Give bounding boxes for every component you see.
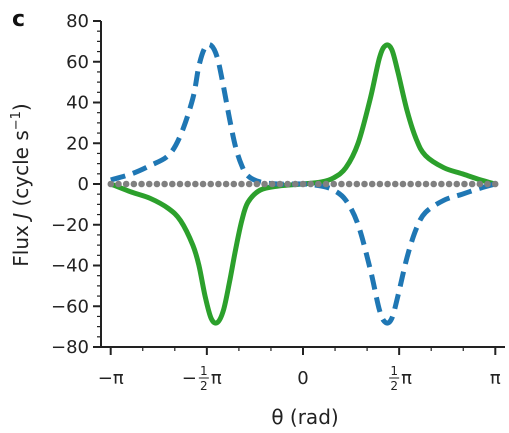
- x-axis-title: θ (rad): [271, 405, 338, 429]
- y-tick-label: −80: [51, 337, 89, 358]
- series-gray-point: [284, 180, 291, 188]
- series-gray-point: [238, 180, 245, 188]
- y-axis-title-close: ): [9, 103, 33, 111]
- series-gray-point: [345, 180, 353, 188]
- series-gray-point: [261, 180, 268, 188]
- y-axis-title: Flux J (cycle s−1): [9, 103, 33, 266]
- series-gray-point: [138, 180, 145, 188]
- series-gray-point: [199, 180, 207, 188]
- series-gray-point: [491, 180, 499, 188]
- series-gray-point: [422, 180, 430, 188]
- series-gray-point: [368, 180, 376, 188]
- x-tick-label-pi: π: [211, 368, 222, 389]
- y-tick-label: 60: [66, 52, 89, 73]
- series-gray-point: [268, 180, 276, 188]
- series-gray-point: [115, 180, 122, 188]
- y-tick-label: 40: [66, 93, 89, 114]
- y-tick-label: −20: [51, 215, 89, 236]
- series-gray-point: [322, 180, 330, 188]
- series-gray-point: [353, 180, 361, 188]
- series-gray-point: [222, 180, 230, 188]
- series-blue-dashed-line: [110, 41, 496, 326]
- series-gray-point: [430, 180, 438, 188]
- x-ticks: −π −12 π 0 12 π π: [98, 347, 501, 393]
- series-gray-point: [376, 180, 384, 188]
- series-gray-point: [391, 180, 399, 188]
- series-gray-point: [130, 180, 138, 188]
- series-gray-dots: [107, 180, 499, 188]
- series-gray-point: [299, 180, 307, 188]
- series-gray-point: [168, 180, 176, 188]
- series-gray-point: [468, 180, 476, 188]
- y-tick-label: 20: [66, 133, 89, 154]
- series-layer: [107, 41, 499, 326]
- x-tick-label-den: 2: [200, 379, 208, 393]
- series-gray-point: [230, 180, 238, 188]
- series-gray-point: [207, 180, 215, 188]
- series-gray-point: [399, 180, 407, 188]
- series-gray-point: [461, 180, 468, 188]
- x-tick-label: −12 π: [182, 364, 222, 393]
- series-gray-point: [215, 180, 222, 188]
- series-gray-point: [315, 180, 322, 188]
- y-axis-title-exp: −1: [9, 111, 24, 130]
- series-gray-point: [338, 180, 345, 188]
- x-tick-label-num: 1: [390, 364, 398, 378]
- x-tick-label: 0: [297, 368, 308, 389]
- series-gray-point: [184, 180, 191, 188]
- series-gray-point: [153, 180, 161, 188]
- series-gray-point: [361, 180, 368, 188]
- x-tick-label: π: [490, 368, 501, 389]
- series-gray-point: [122, 180, 130, 188]
- x-tick-label: −π: [98, 368, 124, 389]
- series-gray-point: [307, 180, 314, 188]
- y-axis-title-var: J: [9, 213, 33, 223]
- series-gray-point: [384, 180, 391, 188]
- series-gray-point: [445, 180, 453, 188]
- series-gray-point: [145, 180, 153, 188]
- series-gray-point: [415, 180, 422, 188]
- x-tick-label-num: 1: [200, 364, 208, 378]
- x-tick-label-pi: π: [401, 368, 412, 389]
- x-tick-label-sign: −: [182, 368, 197, 389]
- series-gray-point: [107, 180, 115, 188]
- series-gray-point: [476, 180, 484, 188]
- series-gray-point: [407, 180, 414, 188]
- x-tick-label-text: −π: [98, 368, 124, 389]
- series-gray-point: [292, 180, 299, 188]
- series-gray-point: [253, 180, 261, 188]
- series-gray-point: [161, 180, 168, 188]
- series-gray-point: [484, 180, 491, 188]
- y-tick-label: 0: [78, 174, 89, 195]
- y-tick-label: 80: [66, 11, 89, 32]
- panel-label: c: [12, 7, 25, 32]
- series-gray-point: [330, 180, 338, 188]
- x-tick-label-text: 0: [297, 368, 308, 389]
- y-axis-title-unit: (cycle s: [9, 130, 33, 213]
- series-gray-point: [438, 180, 445, 188]
- x-tick-label-text: π: [490, 368, 501, 389]
- y-axis-title-prefix: Flux: [9, 219, 33, 267]
- series-gray-point: [453, 180, 461, 188]
- x-tick-label: 12 π: [389, 364, 412, 393]
- y-tick-label: −60: [51, 296, 89, 317]
- x-tick-label-den: 2: [390, 379, 398, 393]
- series-gray-point: [192, 180, 199, 188]
- y-tick-label: −40: [51, 256, 89, 277]
- series-gray-point: [176, 180, 184, 188]
- series-gray-point: [245, 180, 253, 188]
- series-gray-point: [276, 180, 284, 188]
- y-ticks: −80 −60 −40 −20 0 20 40 60 80: [51, 11, 101, 358]
